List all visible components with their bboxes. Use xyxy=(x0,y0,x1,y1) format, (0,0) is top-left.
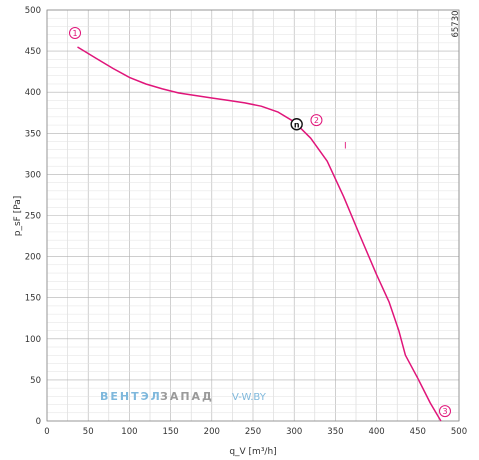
y-tick-label: 50 xyxy=(30,376,41,386)
y-tick-label: 500 xyxy=(25,6,41,16)
y-tick-label: 450 xyxy=(25,47,41,57)
x-tick-label: 50 xyxy=(83,427,94,437)
x-tick-label: 200 xyxy=(204,427,220,437)
curve-marker-label: 1 xyxy=(72,29,77,38)
watermark: ВЕНТЭЛ ЗАПАД V-W.BY xyxy=(100,390,267,403)
x-tick-label: 100 xyxy=(121,427,137,437)
curve-marker-label: 2 xyxy=(314,116,319,125)
curve-marker-circle xyxy=(69,27,82,40)
tick-labels: 0 50 100 150 200 250 300 350 400 450 500 0 50 100 150 2… xyxy=(25,6,467,437)
watermark-part3: V-W.BY xyxy=(232,392,267,403)
y-tick-label: 300 xyxy=(25,170,41,180)
curve-marker-circle xyxy=(438,405,451,418)
plot-frame xyxy=(46,9,460,422)
chart-grid xyxy=(46,9,460,422)
y-tick-label: 400 xyxy=(25,88,41,98)
curve-marker-label: 3 xyxy=(442,407,447,416)
watermark-part1: ВЕНТЭЛ xyxy=(100,390,162,403)
y-tick-label: 250 xyxy=(25,212,41,222)
series-layer xyxy=(77,46,442,422)
diagram-code: 65730 xyxy=(451,10,461,37)
curve-annotation: I xyxy=(344,142,347,152)
operating-point-marker xyxy=(290,118,303,131)
x-tick-label: 500 xyxy=(451,427,467,437)
watermark-part2: ЗАПАД xyxy=(160,390,214,403)
x-tick-label: 450 xyxy=(410,427,426,437)
y-tick-label: 150 xyxy=(25,294,41,304)
x-tick-label: 350 xyxy=(327,427,343,437)
y-tick-label: 100 xyxy=(25,335,41,345)
x-tick-label: 300 xyxy=(286,427,302,437)
operating-point-label: n xyxy=(294,120,300,129)
y-tick-label: 350 xyxy=(25,129,41,139)
x-tick-label: 0 xyxy=(44,427,49,437)
x-tick-label: 150 xyxy=(162,427,178,437)
x-tick-label: 400 xyxy=(368,427,384,437)
y-tick-label: 200 xyxy=(25,253,41,263)
x-axis-label: q_V [m³/h] xyxy=(229,447,276,457)
curve-marker-circle xyxy=(310,114,323,127)
marker-layer: 1 2 3 n I xyxy=(69,27,451,418)
y-axis-label: p_sF [Pa] xyxy=(13,196,23,237)
x-tick-label: 250 xyxy=(245,427,261,437)
fan-curve-line xyxy=(77,46,442,422)
y-tick-label: 0 xyxy=(36,417,41,427)
